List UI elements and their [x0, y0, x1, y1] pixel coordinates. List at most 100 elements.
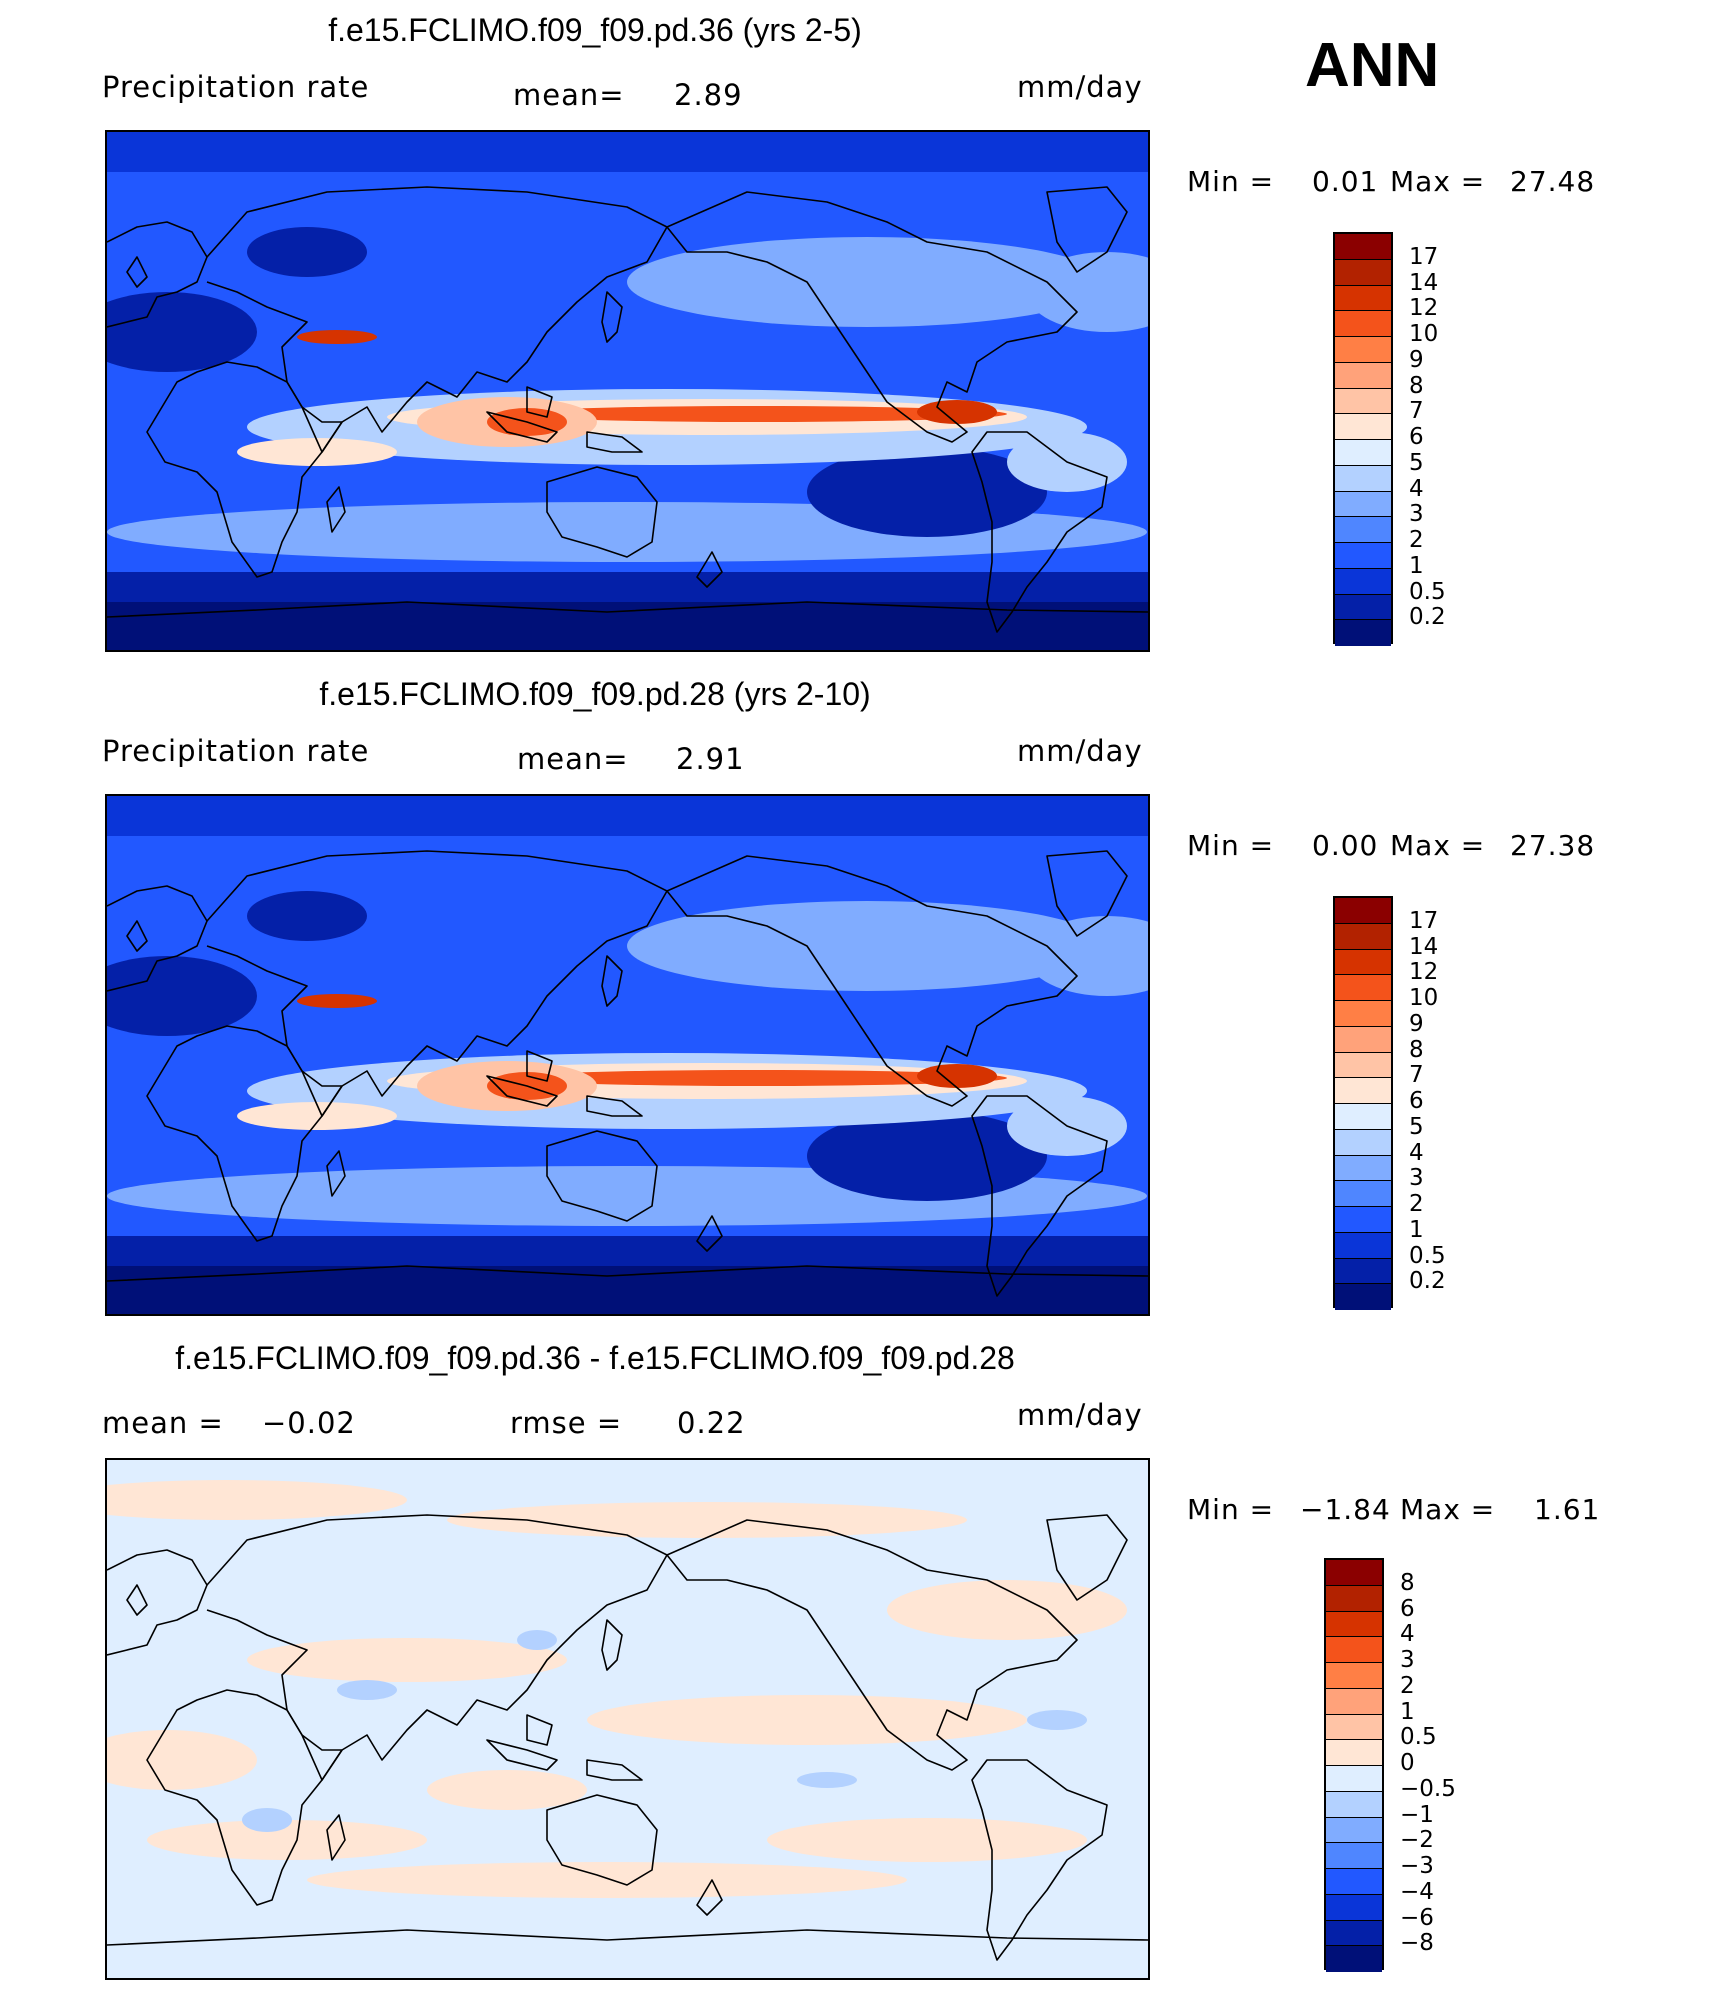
- coastline: [666, 855, 1078, 1107]
- panel-1-title: f.e15.FCLIMO.f09_f09.pd.36 (yrs 2-5): [328, 12, 862, 48]
- panel-3-units: mm/day: [1017, 1398, 1143, 1432]
- coastline: [326, 1814, 346, 1861]
- colorbar-swatch: [1335, 568, 1391, 595]
- colorbar-tick-label: 2: [1409, 527, 1424, 553]
- positive-anomaly-region: [107, 1480, 407, 1520]
- colorbar-tick-label: 4: [1400, 1621, 1415, 1648]
- colorbar-swatch: [1335, 491, 1391, 518]
- arctic-band: [107, 796, 1148, 836]
- colorbar-tick-label: 3: [1400, 1647, 1415, 1673]
- coastline: [526, 386, 553, 418]
- coastline: [206, 1514, 668, 1781]
- coastline: [586, 1759, 643, 1781]
- panama-max: [917, 400, 997, 424]
- colorbar-swatch: [1326, 1611, 1382, 1638]
- panel-1-colorbar: [1333, 232, 1393, 646]
- colorbar-tick-label: 8: [1400, 1569, 1415, 1596]
- colorbar-tick-label: 12: [1409, 295, 1439, 322]
- coastline: [526, 1714, 553, 1746]
- colorbar-swatch: [1335, 949, 1391, 976]
- colorbar-tick-label: 9: [1409, 346, 1424, 373]
- negative-anomaly-region: [337, 1680, 397, 1700]
- coastline: [326, 1150, 346, 1197]
- colorbar-swatch: [1326, 1946, 1382, 1972]
- himalaya-max: [297, 330, 377, 344]
- panel-2-colorbar: [1333, 896, 1393, 1310]
- coastline: [696, 1879, 723, 1916]
- colorbar-swatch: [1326, 1560, 1382, 1586]
- colorbar-swatch: [1335, 594, 1391, 621]
- colorbar-swatch: [1335, 1207, 1391, 1233]
- colorbar-tick-label: 8: [1409, 1036, 1424, 1063]
- coastline: [107, 1549, 208, 1656]
- coastline: [126, 256, 148, 288]
- colorbar-tick-label: −8: [1400, 1930, 1434, 1957]
- panel-3-mean-label: mean =: [102, 1406, 224, 1440]
- colorbar-tick-label: 0: [1400, 1750, 1415, 1776]
- colorbar-swatch: [1335, 1284, 1391, 1310]
- colorbar-tick-label: 0.5: [1409, 1242, 1446, 1269]
- colorbar-swatch: [1335, 1258, 1391, 1285]
- colorbar-swatch: [1326, 1688, 1382, 1715]
- colorbar-tick-label: 9: [1409, 1010, 1424, 1037]
- colorbar-tick-label: 0.5: [1409, 578, 1446, 605]
- coastline: [1046, 850, 1128, 937]
- coastline: [586, 1095, 643, 1117]
- panel-2-map: [105, 794, 1150, 1316]
- panel-2-variable-label: Precipitation rate: [102, 734, 370, 768]
- colorbar-tick-label: 2: [1400, 1672, 1415, 1699]
- colorbar-swatch: [1326, 1817, 1382, 1844]
- coastline: [546, 1130, 658, 1222]
- panel-3-max-value: 1.61: [1534, 1493, 1601, 1526]
- negative-anomaly-region: [517, 1630, 557, 1650]
- colorbar-tick-label: 0.2: [1409, 1268, 1446, 1295]
- colorbar-swatch: [1335, 388, 1391, 415]
- colorbar-tick-label: 7: [1409, 1062, 1424, 1089]
- positive-anomaly-region: [887, 1580, 1127, 1640]
- panel-1-max-label: Max =: [1390, 165, 1486, 198]
- colorbar-swatch: [1335, 311, 1391, 337]
- colorbar-tick-label: 3: [1409, 501, 1424, 528]
- colorbar-swatch: [1335, 337, 1391, 363]
- colorbar-tick-label: 0.2: [1409, 604, 1446, 631]
- colorbar-tick-label: −6: [1400, 1904, 1434, 1931]
- panel-2-min-value: 0.00: [1312, 829, 1379, 862]
- antarctic-core: [107, 1266, 1148, 1314]
- colorbar-tick-label: 1: [1409, 1216, 1424, 1243]
- coastline: [107, 1929, 1148, 1946]
- coastline: [126, 1584, 148, 1616]
- colorbar-tick-label: 6: [1409, 1088, 1424, 1114]
- colorbar-tick-label: 5: [1409, 1113, 1424, 1140]
- colorbar-tick-label: 8: [1409, 372, 1424, 399]
- sahara-dry: [107, 292, 257, 372]
- colorbar-tick-label: 10: [1409, 985, 1439, 1011]
- panama-max: [917, 1064, 997, 1088]
- colorbar-swatch: [1326, 1740, 1382, 1766]
- panel-2-title: f.e15.FCLIMO.f09_f09.pd.28 (yrs 2-10): [319, 676, 871, 712]
- panel-3-max-label: Max =: [1400, 1493, 1496, 1526]
- colorbar-tick-label: 0.5: [1400, 1724, 1437, 1751]
- colorbar-swatch: [1326, 1894, 1382, 1921]
- coastline: [206, 850, 668, 1117]
- colorbar-swatch: [1335, 285, 1391, 312]
- panel-3-colorbar: [1324, 1558, 1384, 1972]
- season-label: ANN: [1305, 31, 1440, 100]
- coastline: [107, 221, 208, 328]
- north-pacific-storm-track: [627, 901, 1107, 991]
- panel-2-mean-label: mean=: [517, 742, 629, 776]
- colorbar-swatch: [1326, 1843, 1382, 1869]
- panel-2-max-label: Max =: [1390, 829, 1486, 862]
- panel-3-min-value: −1.84: [1300, 1493, 1391, 1526]
- colorbar-swatch: [1335, 259, 1391, 286]
- panel-2-max-value: 27.38: [1510, 829, 1596, 862]
- colorbar-tick-label: −3: [1400, 1853, 1434, 1879]
- colorbar-tick-label: 6: [1409, 424, 1424, 450]
- colorbar-tick-label: 14: [1409, 269, 1439, 296]
- se-pacific-dry: [807, 1111, 1047, 1201]
- panel-1-map: [105, 130, 1150, 652]
- himalaya-max: [297, 994, 377, 1008]
- colorbar-tick-label: 3: [1409, 1165, 1424, 1192]
- colorbar-tick-label: 4: [1409, 475, 1424, 502]
- colorbar-swatch: [1335, 975, 1391, 1001]
- coastline: [666, 1519, 1078, 1771]
